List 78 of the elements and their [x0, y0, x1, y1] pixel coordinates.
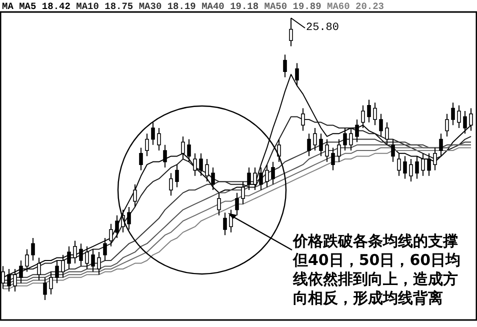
annotation: 价格跌破各条均线的支撑但40日，50日，60日均线依然排到向上，造成方向相反，形成均线背离: [293, 232, 462, 308]
candlestick: [25, 248, 29, 272]
candlestick: [199, 152, 203, 176]
text: MA50 19.89: [264, 1, 327, 12]
candlestick: [49, 271, 53, 295]
candlestick: [349, 127, 353, 152]
candlestick: [187, 138, 191, 162]
candlestick: [301, 108, 305, 132]
candlestick: [133, 184, 137, 208]
candlestick: [379, 113, 383, 137]
candlestick: [409, 158, 413, 182]
text: MA10 18.75: [76, 1, 139, 12]
candlestick: [43, 276, 47, 300]
candlestick: [217, 192, 221, 216]
candlestick: [223, 212, 227, 236]
candlestick: [337, 138, 341, 162]
candlestick: [373, 102, 377, 126]
candlestick: [355, 119, 359, 143]
candlestick: [421, 152, 425, 176]
candlestick: [415, 156, 419, 180]
candlestick: [145, 133, 149, 157]
candlestick: [325, 138, 329, 162]
candlestick: [79, 243, 83, 267]
candlestick: [271, 161, 275, 185]
candlestick: [361, 104, 365, 128]
candlestick: [385, 122, 389, 146]
candlestick: [109, 223, 113, 247]
text: MA: [2, 1, 20, 12]
candlestick: [181, 136, 185, 160]
candlestick: [235, 192, 239, 216]
candlestick: [55, 260, 59, 284]
candlestick: [433, 147, 437, 171]
candlestick: [139, 147, 143, 171]
candlestick: [283, 54, 287, 78]
candlestick: [85, 246, 89, 270]
candlestick: [265, 164, 269, 188]
candlestick: [463, 110, 467, 134]
candlestick: [67, 246, 71, 270]
candlestick: [247, 166, 251, 191]
candlestick: [397, 152, 401, 176]
candlestick: [229, 209, 233, 233]
candlestick: [259, 166, 263, 191]
candlestick: [451, 102, 455, 126]
candlestick: [115, 214, 119, 238]
candlestick: [97, 252, 101, 276]
candlestick: [439, 133, 443, 157]
candlestick: [73, 240, 77, 264]
candlestick: [169, 172, 173, 196]
candlestick: [157, 127, 161, 152]
candlestick: [367, 99, 371, 123]
candlestick: [445, 113, 449, 137]
candlestick: [241, 181, 245, 205]
candlestick: [427, 152, 431, 176]
candlestick: [127, 206, 131, 230]
candlestick: [277, 138, 281, 162]
candlestick: [319, 133, 323, 157]
text: MA30 18.19: [138, 1, 202, 12]
annotation: 25.80: [306, 22, 340, 34]
candlestick: [205, 158, 209, 182]
candlestick: [151, 122, 155, 146]
candlestick: [307, 133, 311, 157]
candlestick: [457, 104, 461, 128]
candlestick: [313, 127, 317, 152]
candlestick: [343, 127, 347, 152]
candlestick: [211, 166, 215, 191]
candlestick: [163, 144, 167, 168]
candlestick: [31, 237, 35, 262]
candlestick: [253, 166, 257, 191]
candlestick: [193, 152, 197, 176]
candlestick: [175, 164, 179, 188]
candlestick: [331, 147, 335, 171]
text: MA60 20.23: [327, 1, 384, 12]
text: MA5 18.42: [19, 1, 76, 12]
candlestick: [103, 237, 107, 262]
candlestick: [391, 138, 395, 162]
candlestick: [403, 156, 407, 180]
candlestick: [91, 248, 95, 272]
text: MA40 19.18: [202, 1, 264, 12]
